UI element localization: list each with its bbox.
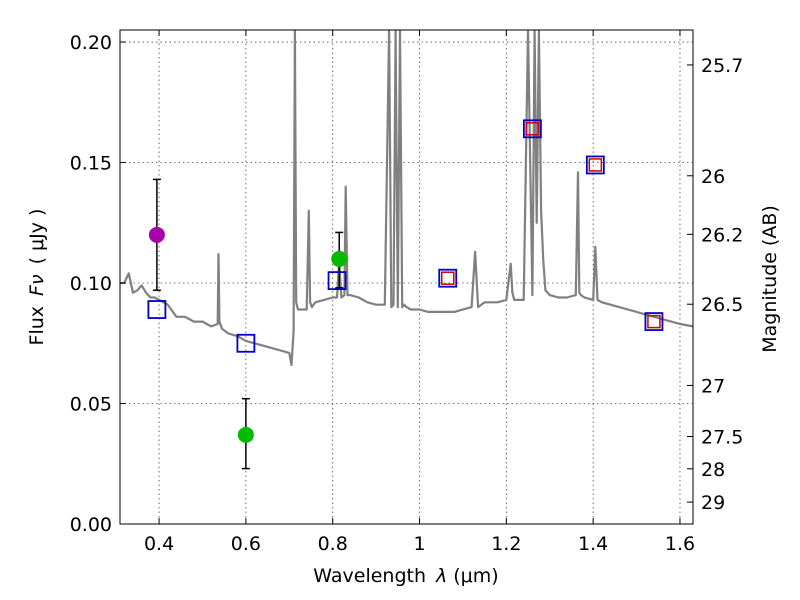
- observed-point: [237, 426, 254, 443]
- x-tick-label: 0.6: [231, 533, 261, 555]
- model-square: [438, 268, 458, 288]
- x-tick-label: 1.2: [491, 533, 521, 555]
- y2-tick-label: 26.2: [701, 224, 743, 246]
- y2-tick-label: 26: [701, 166, 725, 188]
- marker-layer: [147, 119, 664, 470]
- y-axis-title: FluxFν( μJy ): [26, 209, 48, 346]
- x-tick-label: 0.8: [318, 533, 348, 555]
- observed-square: [525, 122, 540, 136]
- plot-frame: [119, 29, 694, 525]
- y2-axis-title: Magnitude (AB): [759, 205, 781, 353]
- observed-square: [647, 314, 661, 329]
- y2-tick-label: 28: [701, 459, 725, 481]
- y2-tick-label: 26.5: [701, 294, 743, 316]
- observed-point: [148, 226, 165, 243]
- model-square: [327, 271, 347, 291]
- y-tick-label: 0.05: [70, 394, 112, 416]
- model-square: [644, 312, 664, 331]
- observed-point: [331, 250, 348, 267]
- y2-tick-label: 29: [701, 492, 725, 514]
- x-axis-title: Wavelength λ (μm): [313, 565, 498, 587]
- y-tick-label: 0.10: [70, 273, 112, 295]
- model-square: [585, 155, 605, 175]
- tick-layer: 0.4 0.6 0.8 1 1.2 1.4 1.6 0.00 0.05 0.10 0.15 0.20 2…: [70, 30, 743, 555]
- model-square: [147, 300, 167, 319]
- x-tick-label: 1.4: [578, 533, 608, 555]
- model-square: [522, 119, 542, 139]
- y-tick-label: 0.00: [70, 514, 112, 536]
- x-tick-label: 1: [413, 533, 425, 555]
- grid-layer: [120, 30, 693, 525]
- observed-square: [440, 271, 455, 285]
- y2-tick-label: 27.5: [701, 427, 743, 449]
- y-tick-label: 0.20: [70, 32, 112, 54]
- y2-tick-label: 27: [701, 375, 725, 397]
- spectrum-line: [120, 30, 693, 367]
- observed-square: [588, 158, 603, 172]
- x-tick-label: 0.4: [144, 533, 174, 555]
- x-tick-label: 1.6: [665, 533, 695, 555]
- model-square: [236, 333, 256, 353]
- y-tick-label: 0.15: [70, 153, 112, 175]
- spectrum-layer: [120, 30, 693, 367]
- y2-tick-label: 25.7: [701, 55, 743, 77]
